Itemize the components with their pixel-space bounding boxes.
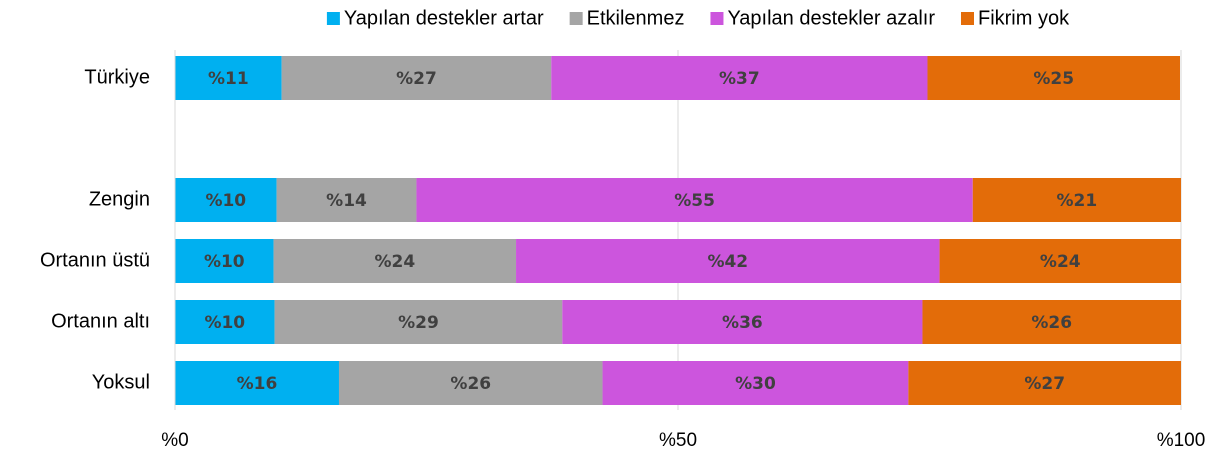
bar-segment [276, 178, 417, 222]
bar-segment [175, 56, 282, 100]
legend-swatch [326, 12, 340, 25]
value-label: %42 [707, 252, 748, 272]
value-label: %14 [326, 191, 367, 211]
y-tick-label: Ortanın üstü [40, 249, 150, 271]
value-label: %29 [398, 313, 439, 333]
legend-label: Yapılan destekler artar [344, 7, 544, 29]
y-tick-label: Yoksul [92, 371, 150, 393]
y-tick-label: Türkiye [84, 66, 150, 88]
bar-segment [562, 300, 923, 344]
bar-segment [516, 239, 940, 283]
bar-segment [281, 56, 552, 100]
legend-label: Etkilenmez [587, 7, 685, 29]
bar-segment [175, 300, 275, 344]
value-label: %10 [205, 191, 246, 211]
y-tick-label: Ortanın altı [51, 310, 150, 332]
value-label: %24 [1040, 252, 1081, 272]
value-label: %27 [1024, 374, 1065, 394]
value-label: %26 [1031, 313, 1072, 333]
value-label: %11 [208, 69, 249, 89]
value-label: %21 [1057, 191, 1098, 211]
value-label: %30 [735, 374, 776, 394]
value-label: %27 [396, 69, 437, 89]
bar-segment [602, 361, 909, 405]
bar-segment [927, 56, 1180, 100]
value-label: %24 [374, 252, 415, 272]
bar-segment [273, 239, 517, 283]
legend-label: Fikrim yok [978, 7, 1070, 29]
bar-segment [175, 239, 274, 283]
value-label: %55 [674, 191, 715, 211]
legend-swatch [569, 12, 583, 25]
bar-segment [175, 178, 277, 222]
bar-segment [972, 178, 1181, 222]
value-label: %10 [204, 252, 245, 272]
bar-segment [338, 361, 603, 405]
value-label: %25 [1033, 69, 1074, 89]
legend-swatch [960, 12, 974, 25]
bar-segment [175, 361, 339, 405]
bar-segment [274, 300, 563, 344]
bar-segment [416, 178, 973, 222]
y-tick-label: Zengin [89, 188, 150, 210]
bar-segment [551, 56, 928, 100]
value-label: %37 [719, 69, 760, 89]
bar-segment [939, 239, 1181, 283]
value-label: %36 [722, 313, 763, 333]
x-tick-label: %100 [1157, 430, 1206, 451]
legend-swatch [710, 12, 724, 25]
x-tick-label: %0 [161, 430, 188, 451]
legend-label: Yapılan destekler azalır [727, 7, 935, 29]
value-label: %10 [204, 313, 245, 333]
bar-segment [922, 300, 1181, 344]
value-label: %26 [450, 374, 491, 394]
x-tick-label: %50 [659, 430, 697, 451]
value-label: %16 [237, 374, 278, 394]
bar-segment [908, 361, 1181, 405]
